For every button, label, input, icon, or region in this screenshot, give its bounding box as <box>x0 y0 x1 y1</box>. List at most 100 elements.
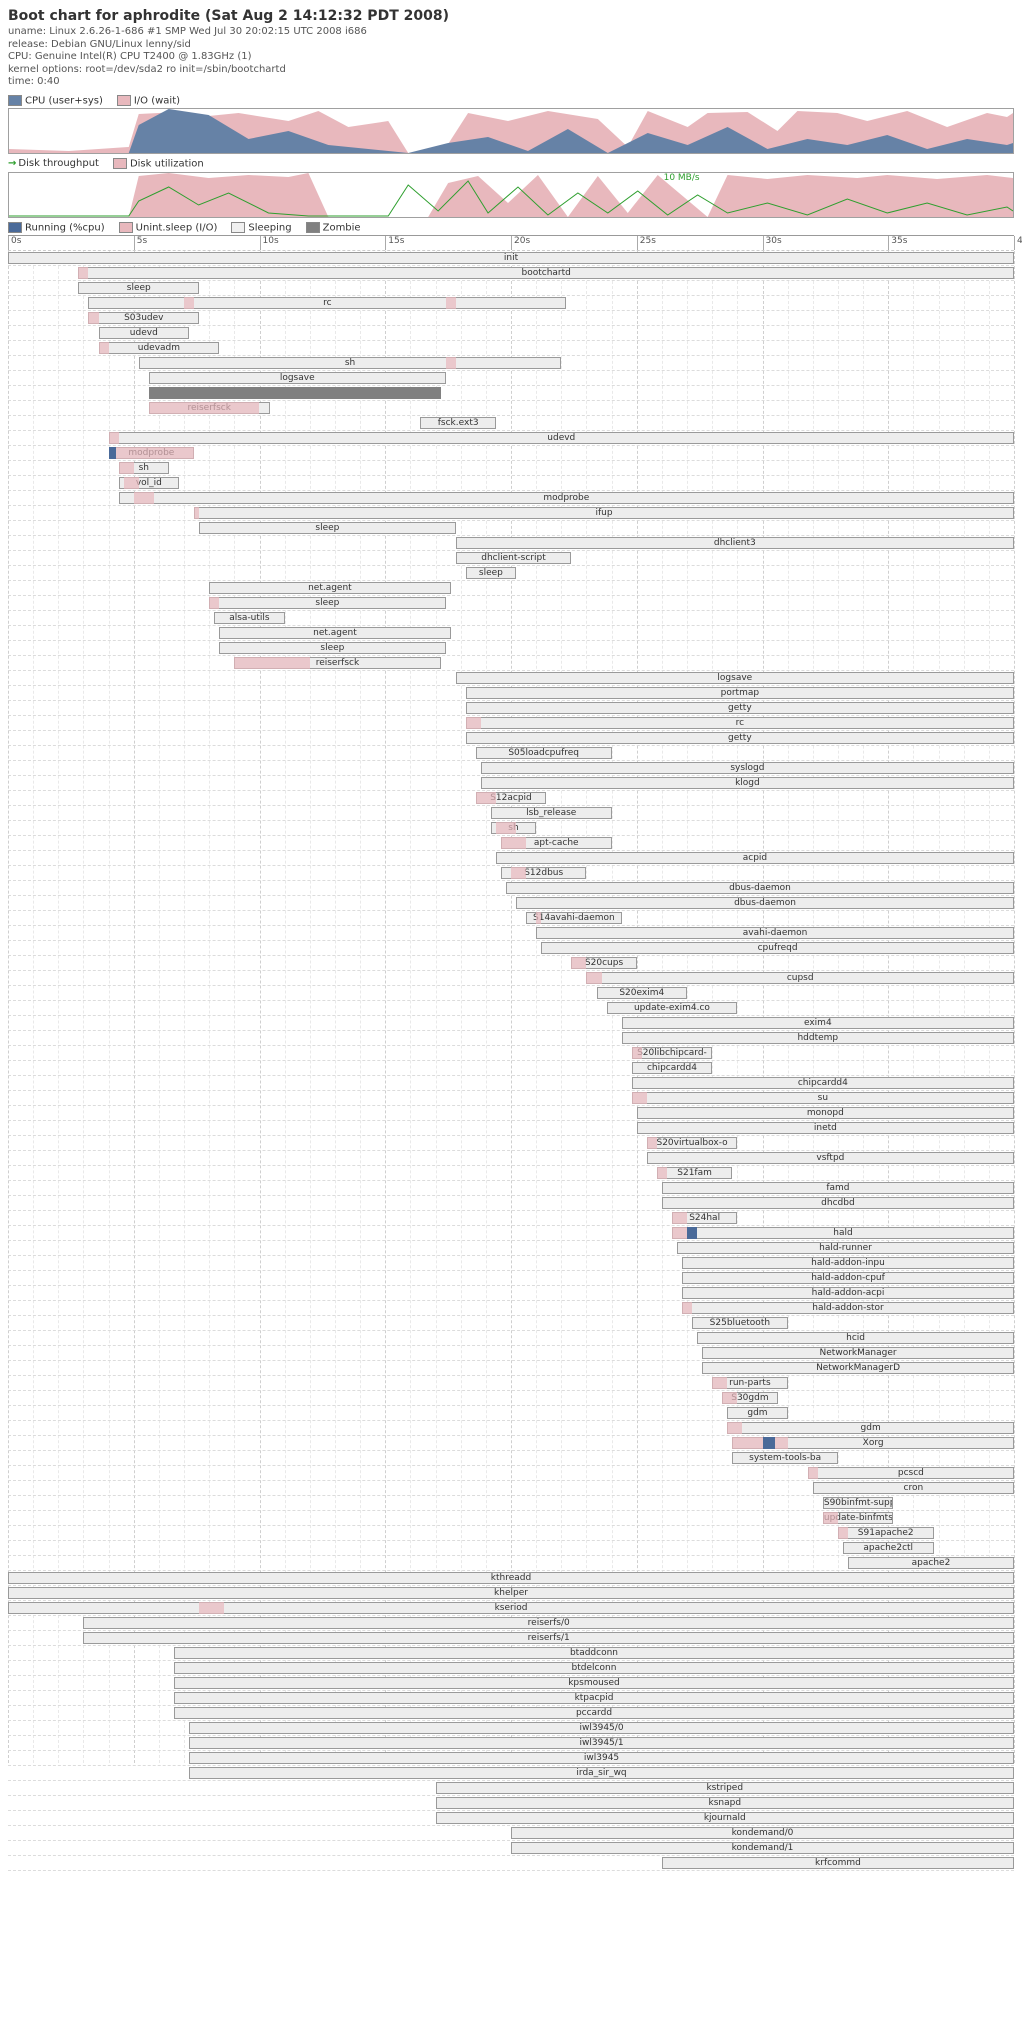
process-bar: rc <box>88 297 566 309</box>
process-bar: ktpacpid <box>174 1692 1014 1704</box>
process-bar: getty <box>466 732 1014 744</box>
process-row: S12acpid <box>8 791 1014 806</box>
process-bar: S12acpid <box>476 792 546 804</box>
process-bar: fsck <box>149 387 441 399</box>
process-row: S30gdm <box>8 1391 1014 1406</box>
process-row: S03udev <box>8 311 1014 326</box>
process-row: dhcdbd <box>8 1196 1014 1211</box>
process-bar: hald-runner <box>677 1242 1014 1254</box>
process-row: logsave <box>8 671 1014 686</box>
process-bar: fsck.ext3 <box>420 417 495 429</box>
process-bar: system-tools-ba <box>732 1452 838 1464</box>
process-bar: S20exim4 <box>597 987 688 999</box>
process-row: iwl3945/0 <box>8 1721 1014 1736</box>
process-bar: btdelconn <box>174 1662 1014 1674</box>
process-row: iwl3945 <box>8 1751 1014 1766</box>
meta-release: release: Debian GNU/Linux lenny/sid <box>8 39 1014 52</box>
process-bar: Xorg <box>732 1437 1014 1449</box>
process-bar: sleep <box>199 522 456 534</box>
process-bar: krfcommd <box>662 1857 1014 1869</box>
process-bar: dbus-daemon <box>516 897 1014 909</box>
process-bar: kjournald <box>436 1812 1014 1824</box>
process-row: fsck.ext3 <box>8 416 1014 431</box>
cpu-io-chart <box>8 108 1014 154</box>
process-bar: sleep <box>219 642 445 654</box>
process-bar: inetd <box>637 1122 1014 1134</box>
process-bar: S24hal <box>672 1212 737 1224</box>
process-row: vsftpd <box>8 1151 1014 1166</box>
process-row: cpufreqd <box>8 941 1014 956</box>
process-row: net.agent <box>8 626 1014 641</box>
process-row: rc <box>8 296 1014 311</box>
process-bar: iwl3945/1 <box>189 1737 1014 1749</box>
process-gantt: initbootchartdsleeprcS03udevudevdudevadm… <box>8 250 1014 1763</box>
process-bar: hddtemp <box>622 1032 1014 1044</box>
process-bar: vsftpd <box>647 1152 1014 1164</box>
process-row: reiserfsck <box>8 656 1014 671</box>
timeline-tick: 25s <box>637 236 656 250</box>
cpu-legend: CPU (user+sys)I/O (wait) <box>8 95 1014 107</box>
process-row: sh <box>8 356 1014 371</box>
process-row: logsave <box>8 371 1014 386</box>
process-bar: S20cups <box>571 957 636 969</box>
process-bar: S91apache2 <box>838 1527 934 1539</box>
process-row: S90binfmt-suppo <box>8 1496 1014 1511</box>
process-row: ktpacpid <box>8 1691 1014 1706</box>
process-bar: monopd <box>637 1107 1014 1119</box>
process-row: S25bluetooth <box>8 1316 1014 1331</box>
process-bar: hald <box>672 1227 1014 1239</box>
legend-item: Running (%cpu) <box>8 222 105 234</box>
legend-item: CPU (user+sys) <box>8 95 103 107</box>
process-bar: hald-addon-acpi <box>682 1287 1014 1299</box>
process-row: hald-addon-stor <box>8 1301 1014 1316</box>
process-bar: udevd <box>99 327 190 339</box>
process-row: net.agent <box>8 581 1014 596</box>
process-bar: update-binfmts <box>823 1512 893 1524</box>
process-bar: S30gdm <box>722 1392 777 1404</box>
process-bar: sleep <box>466 567 516 579</box>
process-bar: S21fam <box>657 1167 732 1179</box>
process-bar: gdm <box>727 1422 1014 1434</box>
process-row: ksnapd <box>8 1796 1014 1811</box>
legend-item: Zombie <box>306 222 361 234</box>
process-row: sh <box>8 461 1014 476</box>
legend-item: Unint.sleep (I/O) <box>119 222 218 234</box>
process-row: hald-addon-inpu <box>8 1256 1014 1271</box>
process-bar: kondemand/1 <box>511 1842 1014 1854</box>
process-row: dbus-daemon <box>8 881 1014 896</box>
legend-item: Sleeping <box>231 222 291 234</box>
process-row: rc <box>8 716 1014 731</box>
meta-cpu: CPU: Genuine Intel(R) CPU T2400 @ 1.83GH… <box>8 51 1014 64</box>
process-row: klogd <box>8 776 1014 791</box>
states-legend: Running (%cpu) Unint.sleep (I/O) Sleeping Z… <box>8 222 1014 234</box>
process-row: syslogd <box>8 761 1014 776</box>
process-row: kondemand/0 <box>8 1826 1014 1841</box>
process-row: hald-addon-acpi <box>8 1286 1014 1301</box>
process-bar: chipcardd4 <box>632 1062 712 1074</box>
process-bar: apt-cache <box>501 837 612 849</box>
process-row: S12dbus <box>8 866 1014 881</box>
process-row: vol_id <box>8 476 1014 491</box>
timeline-tick: 20s <box>511 236 530 250</box>
process-bar: iwl3945 <box>189 1752 1014 1764</box>
process-row: inetd <box>8 1121 1014 1136</box>
timeline-tick: 10s <box>260 236 279 250</box>
process-bar: chipcardd4 <box>632 1077 1014 1089</box>
process-row: apt-cache <box>8 836 1014 851</box>
process-row: dbus-daemon <box>8 896 1014 911</box>
legend-item: →Disk throughput <box>8 158 99 169</box>
process-bar: portmap <box>466 687 1014 699</box>
process-bar: su <box>632 1092 1014 1104</box>
process-row: portmap <box>8 686 1014 701</box>
process-bar: S90binfmt-suppo <box>823 1497 893 1509</box>
process-row: krfcommd <box>8 1856 1014 1871</box>
process-row: cron <box>8 1481 1014 1496</box>
system-metadata: uname: Linux 2.6.26-1-686 #1 SMP Wed Jul… <box>8 26 1014 89</box>
process-bar: modprobe <box>119 492 1014 504</box>
process-row: lsb_release <box>8 806 1014 821</box>
process-bar: S20virtualbox-o <box>647 1137 738 1149</box>
process-row: udevadm <box>8 341 1014 356</box>
process-bar: udevadm <box>99 342 220 354</box>
process-row: famd <box>8 1181 1014 1196</box>
process-row: modprobe <box>8 491 1014 506</box>
